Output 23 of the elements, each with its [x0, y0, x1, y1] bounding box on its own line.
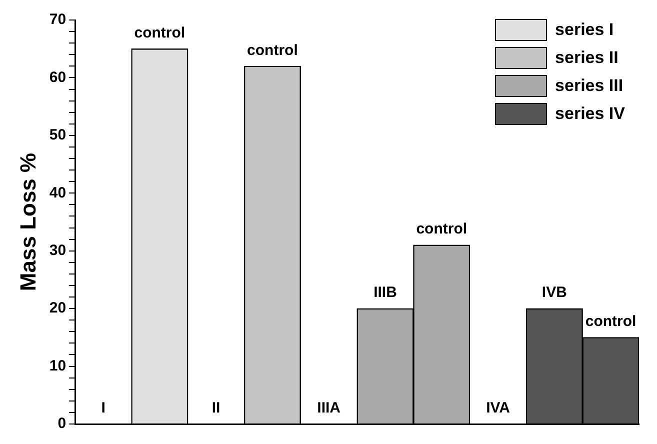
legend-label: series I [555, 20, 614, 40]
data-label: IIIA [317, 400, 341, 417]
y-tick-label: 30 [49, 242, 66, 259]
data-label: control [416, 220, 468, 238]
legend-label: series III [555, 76, 624, 96]
data-label: control [585, 313, 636, 330]
data-label: IVB [542, 284, 568, 302]
data-label: IIIB [374, 284, 398, 302]
y-tick-label: 10 [49, 357, 66, 374]
y-tick-label: 60 [49, 68, 66, 86]
y-tick-label: 20 [49, 300, 66, 317]
data-label: IVA [486, 400, 510, 417]
y-tick-label: 50 [49, 126, 66, 144]
y-axis-title: Mass Loss % [15, 152, 40, 292]
y-tick-label: 70 [49, 11, 66, 28]
data-label: control [134, 24, 186, 42]
y-tick-label: 0 [58, 415, 66, 432]
legend-label: series IV [555, 104, 625, 124]
data-label: II [212, 400, 220, 417]
data-label: control [247, 42, 298, 59]
data-label: I [101, 400, 106, 417]
y-tick-label: 40 [49, 184, 66, 202]
legend-label: series II [555, 48, 618, 68]
